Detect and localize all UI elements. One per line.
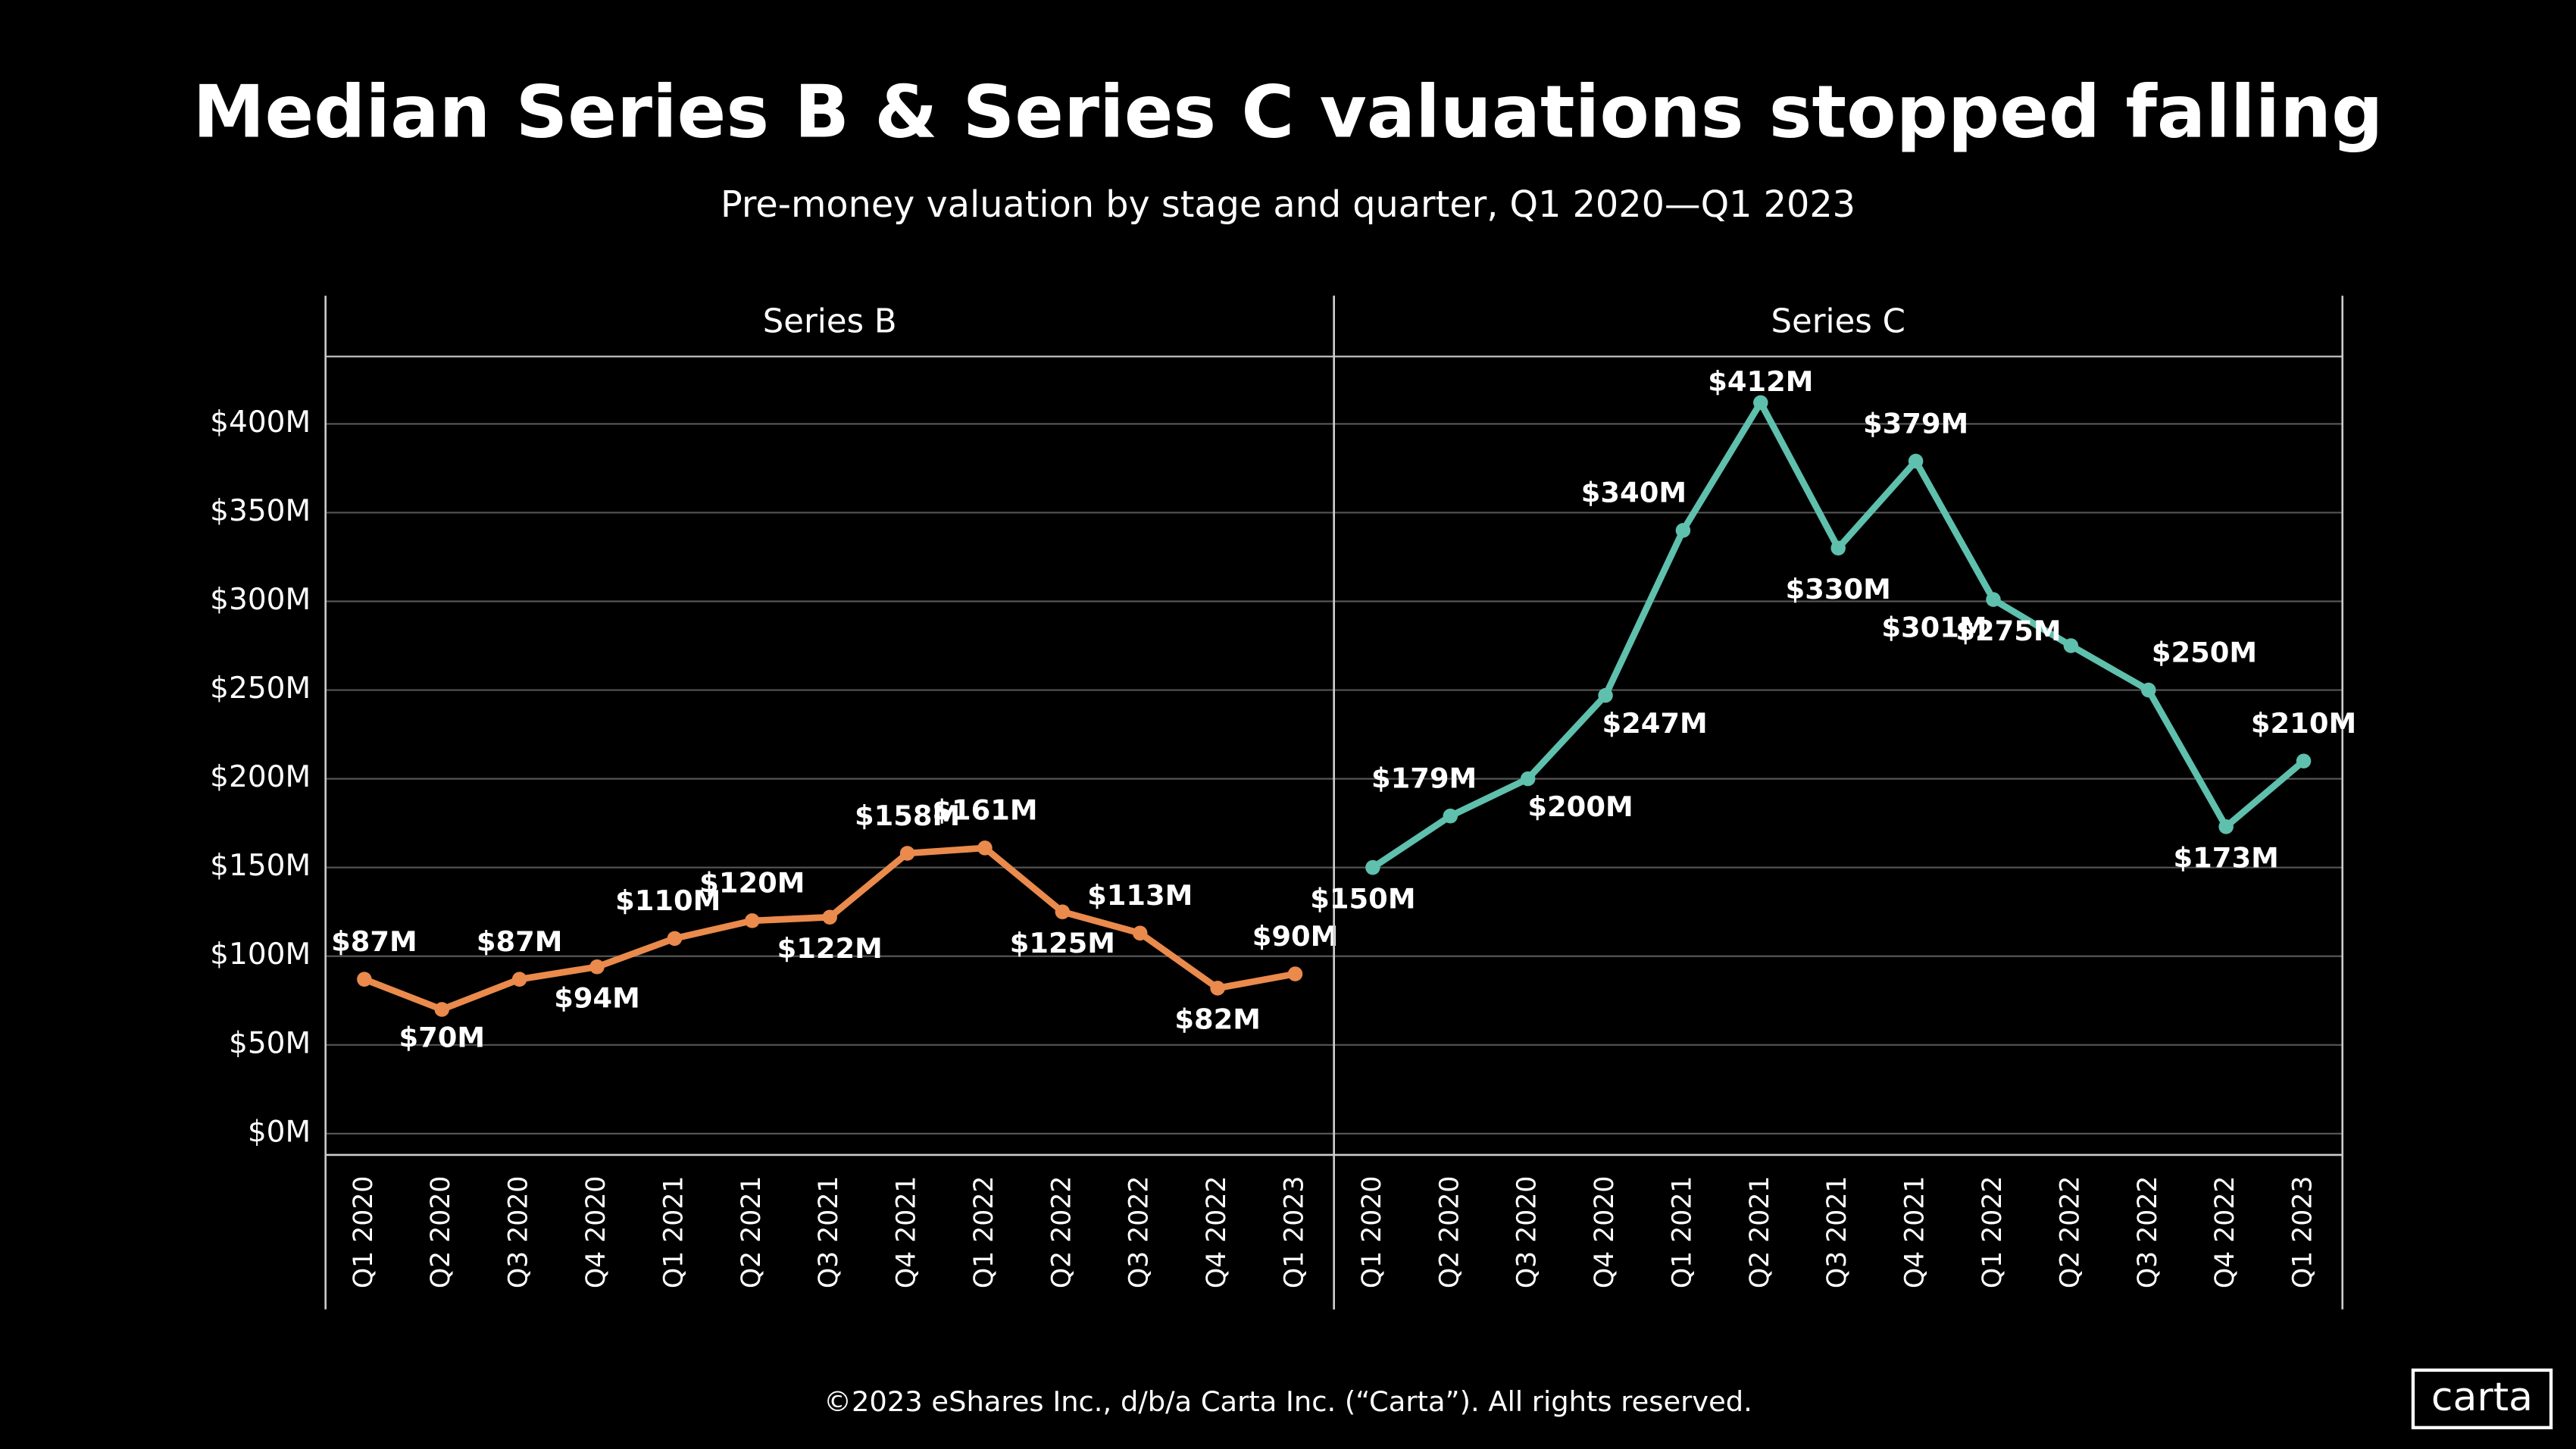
data-label: $179M: [1371, 762, 1477, 795]
data-label: $70M: [399, 1022, 485, 1054]
y-tick-label: $200M: [210, 760, 311, 794]
x-tick-label: Q1 2022: [969, 1176, 999, 1289]
point: [1365, 859, 1380, 875]
x-tick-label: Q3 2021: [814, 1176, 844, 1289]
panel-title: Series C: [1771, 303, 1905, 341]
data-label: $161M: [932, 794, 1037, 827]
point: [1055, 904, 1071, 919]
data-label: $200M: [1527, 790, 1633, 823]
x-tick-label: Q3 2020: [1512, 1176, 1543, 1289]
y-tick-label: $100M: [210, 937, 311, 972]
data-label: $122M: [777, 932, 883, 965]
x-tick-label: Q1 2022: [1977, 1176, 2008, 1289]
data-label: $87M: [331, 925, 417, 958]
point: [1830, 540, 1846, 556]
point: [1443, 809, 1458, 824]
y-tick-label: $0M: [248, 1115, 311, 1149]
logo-box: [2411, 1368, 2553, 1429]
data-label: $247M: [1602, 707, 1707, 740]
x-tick-label: Q4 2022: [2210, 1176, 2240, 1289]
point: [434, 1002, 450, 1017]
point: [1598, 687, 1613, 703]
data-label: $150M: [1310, 883, 1415, 915]
data-label: $330M: [1786, 573, 1891, 606]
chart-subtitle: Pre-money valuation by stage and quarter…: [721, 184, 1855, 226]
data-label: $87M: [477, 925, 563, 958]
x-tick-label: Q3 2021: [1822, 1176, 1852, 1289]
x-tick-label: Q1 2021: [1667, 1176, 1697, 1289]
x-tick-label: Q1 2020: [1357, 1176, 1387, 1289]
point: [1908, 453, 1924, 469]
point: [511, 972, 527, 987]
y-tick-label: $400M: [210, 405, 311, 440]
point: [745, 913, 760, 928]
x-tick-label: Q2 2021: [736, 1176, 767, 1289]
y-tick-label: $250M: [210, 671, 311, 706]
x-tick-label: Q4 2020: [1590, 1176, 1620, 1289]
point: [1520, 771, 1536, 787]
x-tick-label: Q2 2020: [1434, 1176, 1465, 1289]
y-tick-label: $50M: [229, 1026, 311, 1060]
x-tick-label: Q2 2021: [1745, 1176, 1775, 1289]
data-label: $275M: [1955, 615, 2061, 647]
point: [822, 909, 837, 925]
data-label: $158M: [855, 800, 960, 832]
chart-title: Median Series B & Series C valuations st…: [193, 70, 2384, 154]
point: [667, 931, 683, 947]
point: [1132, 925, 1148, 941]
panel-title: Series B: [763, 303, 897, 341]
x-tick-label: Q1 2023: [2288, 1176, 2318, 1289]
logo: carta: [2431, 1375, 2533, 1420]
data-label: $94M: [554, 982, 640, 1015]
data-label: $412M: [1708, 365, 1813, 398]
x-tick-label: Q4 2021: [1900, 1176, 1930, 1289]
point: [899, 846, 915, 861]
y-tick-label: $300M: [210, 583, 311, 617]
point: [1210, 981, 1225, 996]
data-label: $173M: [2174, 842, 2279, 875]
x-tick-label: Q2 2022: [1046, 1176, 1077, 1289]
point: [589, 959, 605, 975]
point: [1986, 592, 2001, 607]
point: [2296, 753, 2312, 768]
y-tick-label: $150M: [210, 849, 311, 883]
data-label: $82M: [1174, 1003, 1261, 1036]
x-tick-label: Q3 2022: [2133, 1176, 2163, 1289]
x-tick-label: Q2 2022: [2055, 1176, 2085, 1289]
data-label: $301M: [1881, 612, 1987, 644]
x-tick-label: Q1 2021: [658, 1176, 689, 1289]
point: [2141, 682, 2156, 698]
point: [1675, 523, 1691, 538]
x-tick-label: Q4 2020: [581, 1176, 611, 1289]
x-tick-label: Q3 2022: [1124, 1176, 1155, 1289]
x-tick-label: Q1 2020: [349, 1176, 379, 1289]
data-label: $210M: [2251, 707, 2356, 740]
footer: ©2023 eShares Inc., d/b/a Carta Inc. (“C…: [824, 1385, 1752, 1418]
data-label: $110M: [615, 884, 721, 917]
data-label: $340M: [1581, 477, 1687, 509]
x-tick-label: Q3 2020: [504, 1176, 534, 1289]
data-label: $379M: [1863, 407, 1968, 440]
data-label: $250M: [2152, 636, 2257, 668]
data-label: $113M: [1087, 879, 1193, 912]
x-tick-label: Q1 2023: [1280, 1176, 1310, 1289]
x-tick-label: Q2 2020: [426, 1176, 456, 1289]
point: [2218, 819, 2234, 834]
point: [2063, 638, 2079, 653]
point: [977, 840, 993, 856]
point: [357, 972, 372, 987]
data-label: $120M: [699, 867, 805, 900]
point: [1753, 395, 1768, 411]
data-label: $90M: [1252, 920, 1339, 953]
x-tick-label: Q4 2021: [892, 1176, 922, 1289]
data-label: $125M: [1010, 927, 1115, 959]
point: [1287, 966, 1303, 981]
y-tick-label: $350M: [210, 494, 311, 528]
x-tick-label: Q4 2022: [1202, 1176, 1232, 1289]
